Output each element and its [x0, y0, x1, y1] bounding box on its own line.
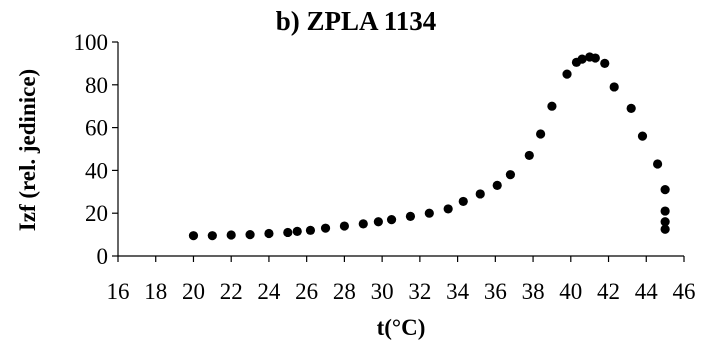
x-tick-label: 40 [559, 279, 582, 304]
data-point [245, 230, 255, 240]
x-axis-ticks: 16 18 20 22 24 26 28 30 32 34 36 38 40 42 44 46 [107, 256, 696, 304]
data-point [590, 53, 600, 63]
x-tick-label: 38 [522, 279, 545, 304]
data-point [577, 54, 587, 64]
x-tick-label: 26 [295, 279, 318, 304]
x-tick-label: 44 [635, 279, 659, 304]
data-point [536, 129, 546, 139]
x-tick-label: 42 [597, 279, 620, 304]
data-point [226, 230, 236, 240]
data-point [660, 217, 670, 227]
chart-title: b) ZPLA 1134 [276, 6, 437, 36]
x-tick-label: 46 [673, 279, 696, 304]
y-tick-label: 60 [85, 116, 108, 141]
y-tick-label: 80 [85, 73, 108, 98]
data-points [188, 52, 670, 241]
data-point [305, 225, 316, 235]
data-point [660, 206, 670, 216]
data-point [320, 223, 331, 233]
data-point [458, 196, 468, 207]
data-point [339, 221, 349, 231]
y-tick-label: 20 [85, 201, 108, 226]
data-point [358, 219, 368, 229]
x-tick-label: 22 [220, 279, 243, 304]
y-axis-label: Izf (rel. jedinice) [15, 69, 40, 231]
x-tick-label: 18 [144, 279, 167, 304]
x-tick-label: 16 [107, 279, 130, 304]
data-point [547, 101, 557, 111]
data-point [207, 231, 217, 241]
data-point [660, 224, 670, 234]
x-axis-label: t(°C) [377, 315, 426, 340]
data-point [637, 131, 648, 141]
data-point [188, 231, 199, 241]
data-point [373, 217, 383, 227]
data-point [264, 228, 274, 239]
data-point [652, 159, 663, 169]
x-tick-label: 20 [182, 279, 205, 304]
data-point [292, 226, 302, 236]
data-point [424, 208, 434, 218]
y-tick-label: 40 [85, 158, 108, 183]
x-tick-label: 24 [257, 279, 281, 304]
data-point [609, 82, 619, 92]
data-point [524, 150, 534, 161]
data-point [626, 103, 636, 113]
data-point [386, 215, 397, 225]
y-tick-label: 0 [97, 244, 109, 269]
data-point [600, 58, 610, 68]
data-point [443, 204, 453, 214]
y-tick-label: 100 [74, 30, 109, 55]
data-point [505, 170, 516, 180]
x-tick-label: 30 [371, 279, 394, 304]
data-point [405, 211, 416, 222]
data-point [562, 69, 572, 79]
x-tick-label: 32 [408, 279, 431, 304]
x-tick-label: 28 [333, 279, 356, 304]
data-point [475, 189, 485, 199]
data-point [283, 227, 293, 238]
data-point [492, 180, 502, 190]
y-axis-ticks: 0 20 40 60 80 100 [74, 30, 118, 269]
x-tick-label: 34 [446, 279, 470, 304]
x-tick-label: 36 [484, 279, 507, 304]
data-point [660, 185, 670, 195]
